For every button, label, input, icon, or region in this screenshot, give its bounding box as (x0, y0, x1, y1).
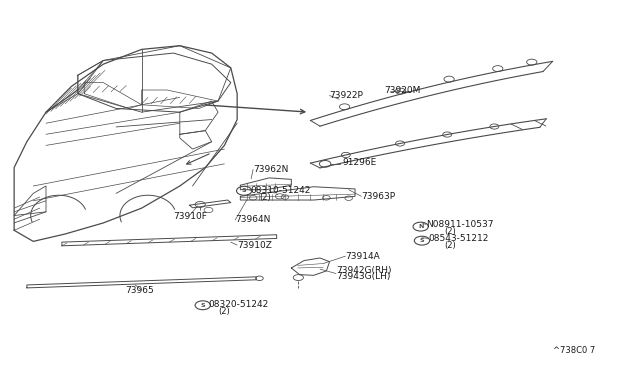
Text: 91296E: 91296E (342, 157, 376, 167)
Text: N08911-10537: N08911-10537 (426, 220, 493, 229)
Text: 73962N: 73962N (253, 165, 289, 174)
Text: S: S (242, 188, 246, 193)
Text: 73963P: 73963P (362, 192, 396, 201)
Text: 08310-51242: 08310-51242 (250, 186, 310, 195)
Text: 73964N: 73964N (236, 215, 271, 224)
Text: (2): (2) (259, 193, 271, 202)
Text: (2): (2) (444, 227, 456, 235)
Text: 73922P: 73922P (330, 91, 364, 100)
Text: 73965: 73965 (125, 286, 154, 295)
Text: N: N (418, 224, 424, 229)
Text: 73910Z: 73910Z (237, 241, 272, 250)
Text: 08320-51242: 08320-51242 (209, 300, 269, 310)
Text: ^738C0 7: ^738C0 7 (552, 346, 595, 355)
Text: (2): (2) (218, 307, 230, 316)
Text: 73910F: 73910F (173, 212, 207, 221)
Text: S: S (200, 303, 205, 308)
Text: 73914A: 73914A (346, 251, 380, 261)
Text: S: S (420, 238, 424, 243)
Text: 73943G(LH): 73943G(LH) (336, 272, 390, 281)
Text: 08543-51212: 08543-51212 (428, 234, 489, 243)
Text: 73920M: 73920M (384, 86, 420, 94)
Text: 73942G(RH): 73942G(RH) (336, 266, 392, 275)
Text: (2): (2) (444, 241, 456, 250)
